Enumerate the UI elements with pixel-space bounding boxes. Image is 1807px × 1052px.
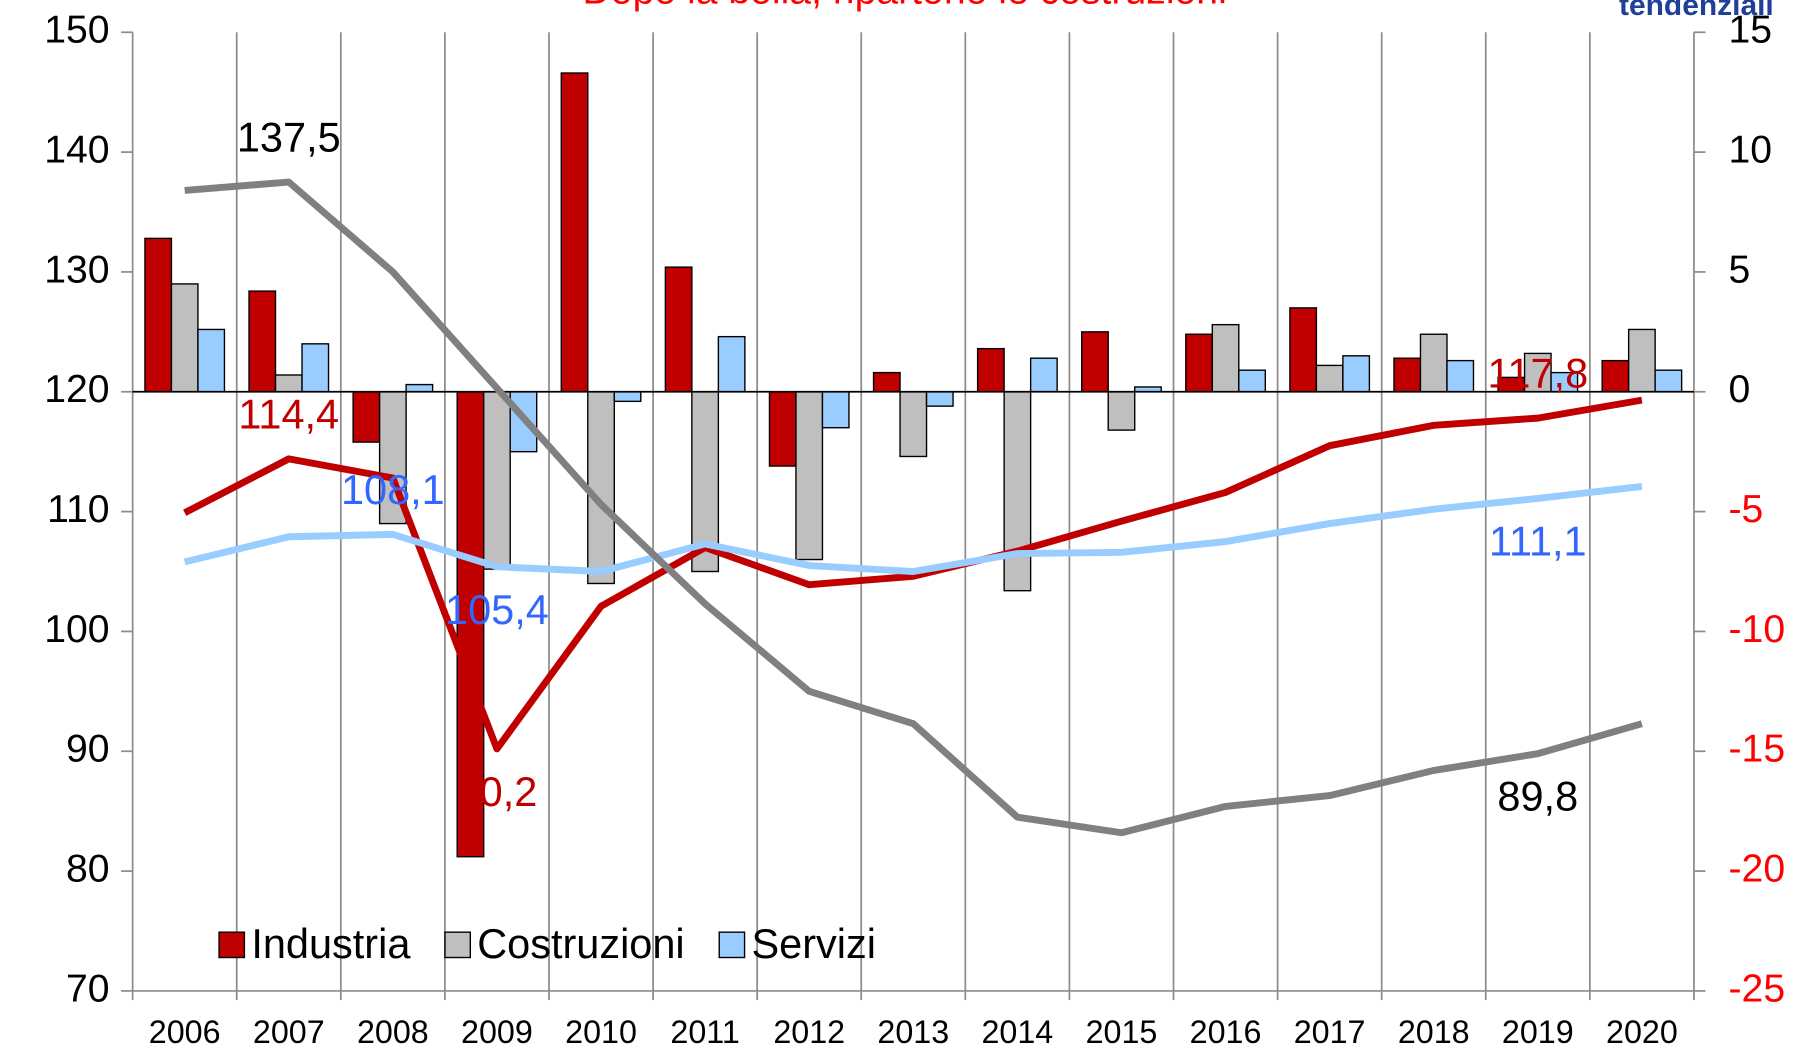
bar: [1211, 323, 1240, 393]
bar: [768, 391, 797, 467]
bar: [1627, 328, 1656, 393]
data-label: 114,4: [238, 390, 339, 437]
data-label: 89,8: [1497, 773, 1578, 820]
x-tick-label: 2007: [253, 1014, 325, 1050]
bar: [613, 391, 642, 403]
bar: [456, 391, 485, 858]
x-tick-label: 2017: [1294, 1014, 1366, 1050]
bar: [274, 374, 303, 393]
legend-swatch: [218, 931, 246, 959]
bar: [976, 347, 1005, 393]
bar: [1446, 359, 1475, 393]
bar: [144, 237, 173, 393]
data-label: 111,1: [1489, 517, 1587, 564]
bar: [197, 328, 226, 393]
x-tick-label: 2006: [149, 1014, 221, 1050]
bar: [1081, 331, 1109, 393]
bar: [821, 391, 850, 429]
bar: [1289, 307, 1318, 393]
line: [183, 396, 1643, 753]
bar: [248, 290, 277, 393]
bar: [795, 391, 824, 561]
y-tick-label: 130: [44, 248, 109, 291]
y2-tick-label: -20: [1729, 847, 1786, 890]
legend-label: Costruzioni: [477, 920, 684, 967]
y2-tick-label: -5: [1729, 488, 1764, 531]
y-tick-label: 110: [47, 488, 109, 531]
bar: [560, 72, 589, 393]
data-label: 137,5: [237, 114, 341, 161]
y-tick-label: 140: [44, 128, 109, 171]
y2-tick-label: 10: [1729, 128, 1773, 171]
y-tick-label: 70: [66, 967, 110, 1010]
bar: [1238, 369, 1266, 393]
y2-tick-label: 0: [1729, 368, 1751, 411]
x-tick-label: 2010: [565, 1014, 637, 1050]
y2-tick-label: -15: [1729, 728, 1786, 771]
bar: [352, 391, 381, 443]
bar: [1003, 391, 1032, 592]
x-tick-label: 2011: [670, 1014, 739, 1050]
line: [184, 178, 1643, 837]
y-tick-label: 100: [44, 608, 109, 651]
x-tick-label: 2016: [1190, 1014, 1262, 1050]
data-label: 90,2: [457, 768, 538, 815]
bar: [483, 391, 511, 570]
bar: [899, 391, 928, 458]
line: [183, 482, 1643, 575]
bar: [1523, 352, 1552, 393]
x-tick-label: 2014: [982, 1014, 1054, 1050]
bar: [1107, 391, 1136, 431]
bar: [587, 391, 615, 585]
y2-tick-label: 5: [1729, 248, 1751, 291]
y2-tick-label: 15: [1729, 9, 1773, 52]
bar: [872, 371, 901, 393]
x-tick-label: 2020: [1606, 1014, 1678, 1050]
x-tick-label: 2015: [1086, 1014, 1158, 1050]
y-tick-label: 120: [44, 368, 109, 411]
bar: [405, 383, 434, 393]
x-tick-label: 2012: [773, 1014, 845, 1050]
data-label: 105,4: [445, 586, 549, 633]
bar: [1601, 359, 1630, 393]
y2-axis-label: tendenziali: [1619, 0, 1774, 22]
bar: [717, 335, 746, 393]
y2-tick-label: -10: [1729, 608, 1786, 651]
y2-tick-label: -25: [1729, 967, 1786, 1010]
bar: [664, 266, 693, 393]
bar: [1419, 333, 1448, 393]
x-tick-label: 2009: [461, 1014, 533, 1050]
data-label: 117,8: [1487, 350, 1588, 397]
bar: [1393, 357, 1422, 393]
x-tick-label: 2013: [877, 1014, 949, 1050]
legend-label: Servizi: [751, 920, 875, 967]
bar: [301, 343, 330, 393]
x-tick-label: 2008: [357, 1014, 429, 1050]
data-label: 108,1: [341, 466, 445, 513]
y-tick-label: 80: [66, 847, 110, 890]
y-tick-label: 90: [66, 728, 110, 771]
bar: [1315, 364, 1344, 393]
bar: [1029, 357, 1058, 393]
bar: [1342, 355, 1371, 393]
bar: [170, 283, 199, 393]
x-tick-label: 2019: [1502, 1014, 1574, 1050]
bar: [1185, 333, 1213, 393]
x-tick-label: 2018: [1398, 1014, 1470, 1050]
bar: [1654, 369, 1683, 393]
legend-swatch: [718, 931, 746, 959]
bar: [925, 391, 954, 407]
legend-label: Industria: [251, 920, 411, 967]
y-tick-label: 150: [44, 9, 109, 52]
legend-swatch: [444, 931, 471, 959]
chart-title: Dopo la bolla, ripartono le costruzioni: [583, 0, 1227, 12]
